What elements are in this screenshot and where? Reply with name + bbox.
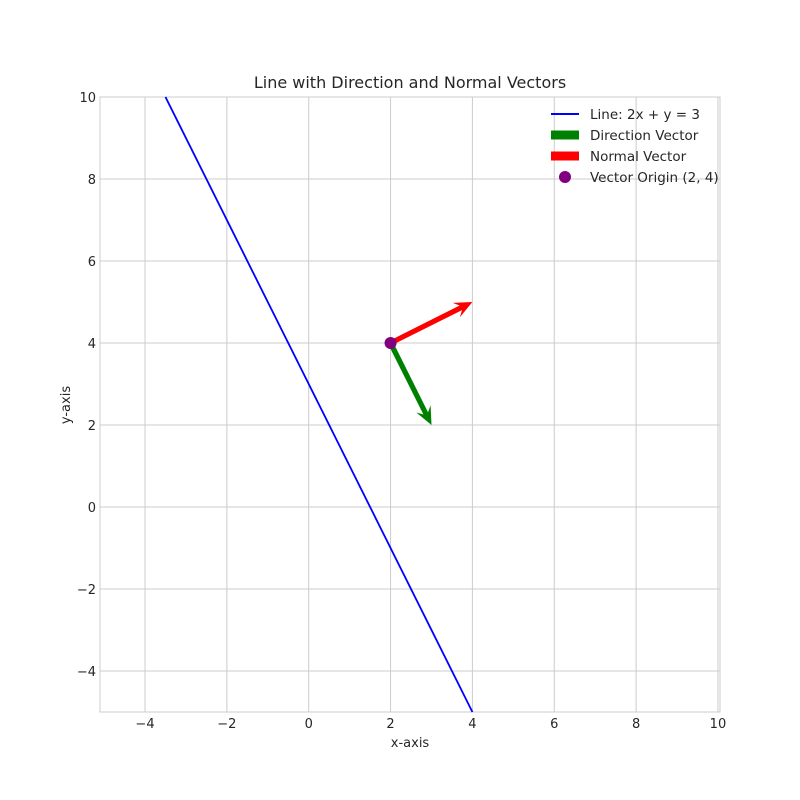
- normal-vector-arrow: [389, 302, 473, 346]
- x-tick-label: 0: [305, 717, 313, 732]
- x-tick-label: 10: [710, 717, 727, 732]
- x-tick-label: −2: [217, 717, 236, 732]
- y-tick-label: −4: [77, 665, 96, 680]
- legend-direction-vector-label: Direction Vector: [590, 128, 699, 144]
- legend-vector-origin-swatch: [559, 171, 571, 183]
- series-layer: [164, 96, 474, 713]
- legend-direction-vector-swatch: [551, 130, 579, 140]
- direction-vector-arrow: [388, 341, 432, 425]
- y-tick-labels: −4 −2 0 2 4 6 8 10: [77, 91, 96, 680]
- grid-lines: [100, 96, 720, 712]
- y-tick-label: 2: [88, 419, 96, 434]
- x-axis-label: x-axis: [391, 736, 430, 751]
- plot-frame: [99, 96, 721, 713]
- x-tick-label: 6: [550, 717, 558, 732]
- y-tick-label: 4: [88, 337, 96, 352]
- y-tick-label: −2: [77, 583, 96, 598]
- y-axis-label: y-axis: [59, 386, 74, 424]
- line-series: [164, 96, 474, 713]
- y-tick-label: 8: [88, 173, 96, 188]
- chart-title: Line with Direction and Normal Vectors: [254, 73, 566, 92]
- x-tick-label: 8: [632, 717, 640, 732]
- legend-normal-vector-label: Normal Vector: [590, 149, 687, 165]
- plot-area: −4 −2 0 2 4 6 8 10 −4 −2 0 2 4 6 8 10: [77, 91, 726, 732]
- x-tick-label: 4: [468, 717, 476, 732]
- legend-normal-vector-swatch: [551, 151, 579, 161]
- y-tick-label: 6: [88, 255, 96, 270]
- x-tick-label: −4: [135, 717, 154, 732]
- legend-line-label: Line: 2x + y = 3: [590, 107, 700, 123]
- y-tick-label: 10: [79, 91, 96, 106]
- legend: Line: 2x + y = 3 Direction Vector Normal V…: [551, 107, 719, 186]
- x-tick-labels: −4 −2 0 2 4 6 8 10: [135, 717, 726, 732]
- y-tick-label: 0: [88, 501, 96, 516]
- x-tick-label: 2: [386, 717, 394, 732]
- vector-origin-point: [384, 337, 397, 349]
- legend-vector-origin-label: Vector Origin (2, 4): [590, 170, 719, 186]
